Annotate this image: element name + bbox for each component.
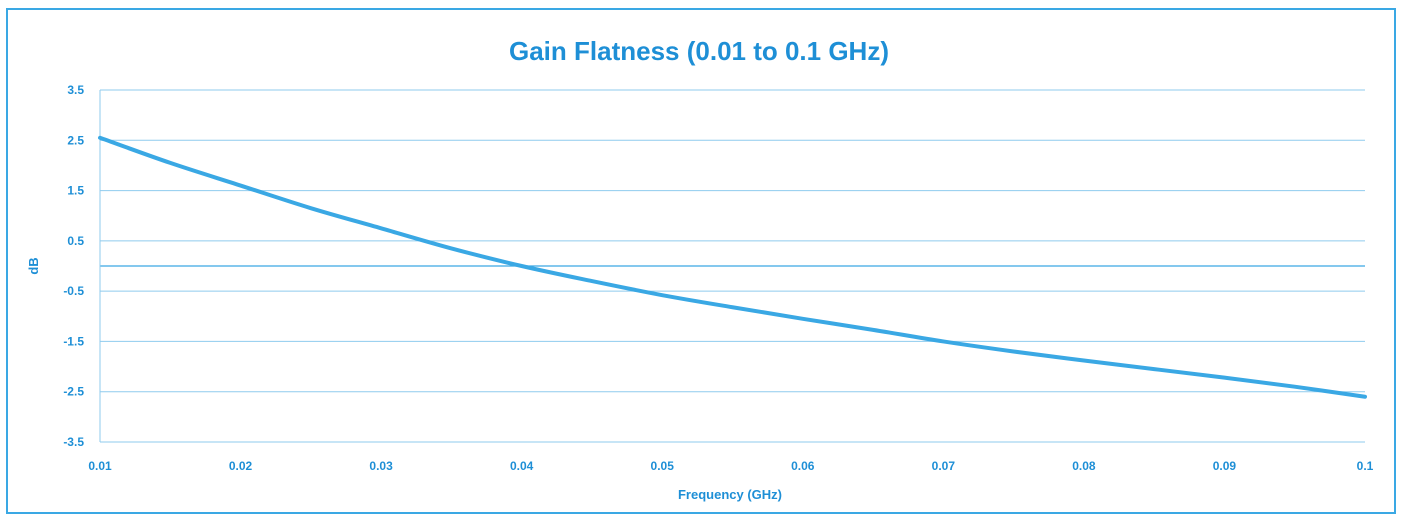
grid-layer (99, 89, 1365, 443)
series-layer (98, 135, 1367, 399)
x-tick-label: 0.1 (1357, 459, 1374, 473)
x-tick-label: 0.01 (88, 459, 112, 473)
y-tick-label: -3.5 (63, 435, 84, 449)
x-tick-label: 0.07 (932, 459, 956, 473)
gain-series-line (98, 135, 1367, 399)
x-tick-label: 0.04 (510, 459, 534, 473)
y-axis-label: dB (26, 257, 41, 274)
y-tick-label: -2.5 (63, 385, 84, 399)
x-tick-label: 0.09 (1213, 459, 1237, 473)
x-tick-label: 0.05 (651, 459, 675, 473)
chart-frame (6, 8, 1396, 514)
y-tick-label: 0.5 (67, 234, 84, 248)
y-tick-label: 3.5 (67, 83, 84, 97)
y-tick-label: 1.5 (67, 184, 84, 198)
x-tick-label: 0.08 (1072, 459, 1096, 473)
y-tick-labels: 3.5 2.5 1.5 0.5 -0.5 -1.5 -2.5 -3.5 (63, 83, 84, 449)
x-tick-label: 0.02 (229, 459, 253, 473)
chart-title: Gain Flatness (0.01 to 0.1 GHz) (509, 36, 889, 66)
y-tick-label: 2.5 (67, 133, 84, 147)
x-tick-label: 0.06 (791, 459, 815, 473)
x-axis-label: Frequency (GHz) (678, 487, 782, 502)
x-tick-label: 0.03 (369, 459, 393, 473)
y-tick-label: -1.5 (63, 334, 84, 348)
x-tick-labels: 0.01 0.02 0.03 0.04 0.05 0.06 0.07 0.08 0.09 0.1 (88, 459, 1373, 473)
y-tick-label: -0.5 (63, 284, 84, 298)
